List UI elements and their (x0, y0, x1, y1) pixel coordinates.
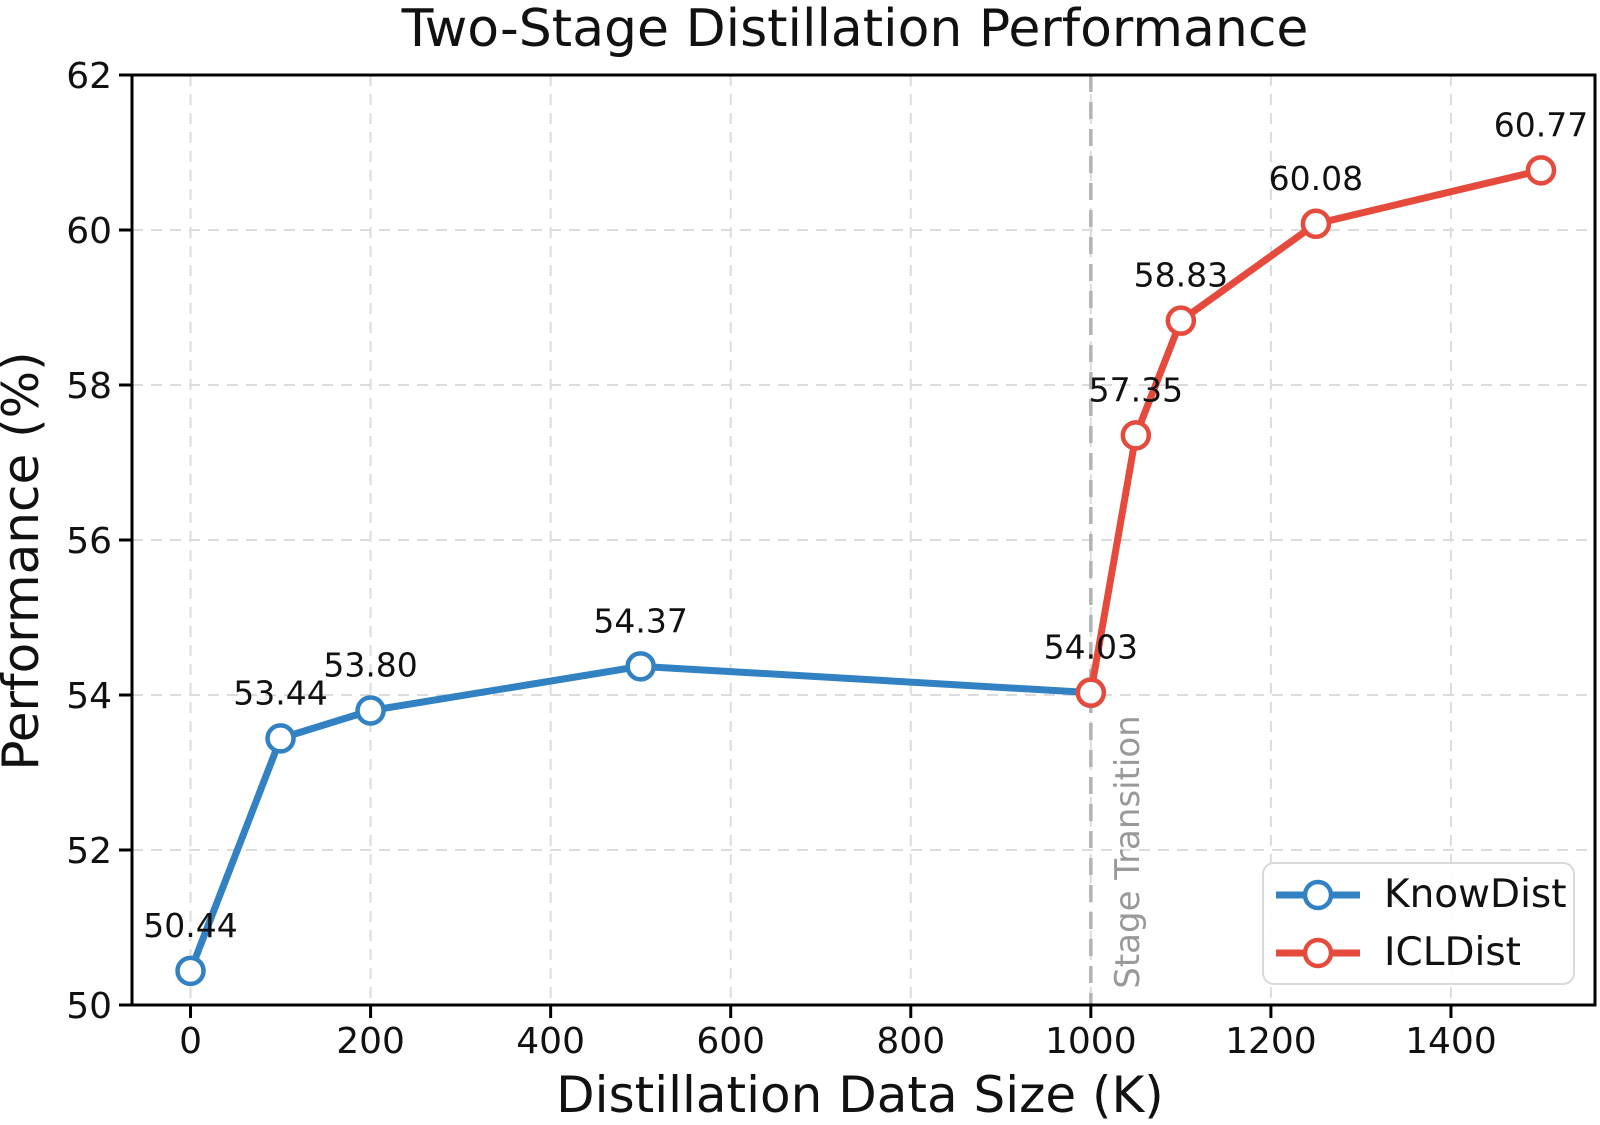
y-axis-label: Performance (%) (0, 351, 50, 770)
y-tick-label: 54 (66, 676, 112, 717)
data-point-icldist (1165, 305, 1197, 336)
point-label: 58.83 (1134, 256, 1228, 295)
stage-transition-label: Stage Transition (1108, 715, 1148, 988)
point-label: 60.77 (1494, 105, 1588, 144)
y-tick-label: 50 (66, 986, 112, 1027)
point-label: 54.37 (593, 601, 687, 640)
y-tick-label: 62 (66, 56, 112, 97)
x-tick-label: 200 (336, 1021, 405, 1062)
data-point-knowdist (175, 955, 206, 987)
point-label: 57.35 (1089, 370, 1183, 409)
x-tick-label: 600 (696, 1021, 765, 1062)
icldist-line-marker-icon (1276, 937, 1360, 968)
point-label: 54.03 (1044, 628, 1138, 667)
chart-title: Two-Stage Distillation Performance (401, 0, 1309, 59)
legend-item-icldist: ICLDist (1274, 926, 1573, 980)
point-label: 53.44 (233, 673, 327, 712)
x-tick-label: 1400 (1405, 1021, 1497, 1062)
x-tick-label: 0 (179, 1021, 202, 1062)
x-tick-label: 400 (516, 1021, 585, 1062)
series-line-icldist (1087, 166, 1545, 697)
x-tick-label: 800 (876, 1021, 945, 1062)
data-point-knowdist (355, 695, 386, 726)
x-axis-label: Distillation Data Size (K) (556, 1066, 1164, 1124)
y-tick-label: 60 (66, 211, 112, 252)
y-tick-label: 56 (66, 521, 112, 562)
data-point-icldist (1300, 208, 1332, 240)
legend-label-icldist: ICLDist (1384, 930, 1521, 975)
point-label: 60.08 (1269, 159, 1363, 198)
point-label: 50.44 (143, 906, 237, 945)
data-point-icldist (1075, 677, 1107, 708)
legend: KnowDist ICLDist (1262, 862, 1575, 985)
point-label: 53.80 (323, 646, 417, 685)
x-tick-label: 1200 (1225, 1021, 1317, 1062)
plot-generated-layer: 0 200 400 600 800 1000 1200 1400 50 52 54 56 58 60 62 5… (66, 56, 1597, 1062)
legend-label-knowdist: KnowDist (1384, 872, 1567, 917)
y-tick-label: 58 (66, 366, 112, 407)
data-point-icldist (1120, 420, 1152, 451)
y-tick-label: 52 (66, 831, 112, 872)
x-tick-label: 1000 (1045, 1021, 1137, 1062)
data-point-knowdist (625, 651, 656, 682)
knowdist-line-marker-icon (1276, 879, 1360, 910)
data-point-icldist (1525, 155, 1557, 186)
legend-item-knowdist: KnowDist (1274, 868, 1573, 922)
data-point-knowdist (265, 723, 296, 754)
